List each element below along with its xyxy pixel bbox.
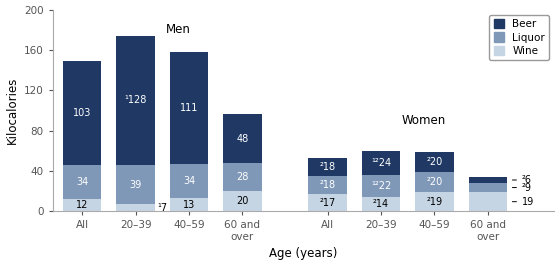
Text: ²18: ²18 [320,162,336,172]
Bar [469,183,507,192]
Text: 20: 20 [236,196,249,206]
Bar [309,176,347,194]
Text: 48: 48 [236,134,249,144]
Bar [469,177,507,183]
Text: 34: 34 [183,176,195,186]
Text: ²6: ²6 [522,175,532,185]
Text: 28: 28 [236,172,249,182]
Text: ¹7: ¹7 [157,203,167,213]
Text: 34: 34 [76,177,88,187]
X-axis label: Age (years): Age (years) [269,247,338,260]
Text: ²14: ²14 [373,199,389,209]
Bar [469,192,507,211]
Text: 103: 103 [73,108,91,118]
Bar [362,151,400,175]
Y-axis label: Kilocalories: Kilocalories [6,77,18,144]
Text: 13: 13 [183,200,195,210]
Bar [415,152,454,172]
Bar [170,198,208,211]
Bar [223,163,262,191]
Text: ²20: ²20 [426,177,442,187]
Text: ²18: ²18 [320,180,336,190]
Bar [116,36,155,165]
Bar [170,52,208,164]
Bar [415,192,454,211]
Bar [309,194,347,211]
Text: ¹128: ¹128 [124,95,147,105]
Bar [223,114,262,163]
Text: ²20: ²20 [426,157,442,167]
Text: ²19: ²19 [426,197,442,207]
Bar [223,191,262,211]
Text: 19: 19 [522,197,534,207]
Bar [116,204,155,211]
Bar [63,165,101,199]
Bar [362,175,400,197]
Text: ¹²22: ¹²22 [371,181,391,191]
Text: ²17: ²17 [320,198,336,208]
Text: 111: 111 [180,103,198,113]
Text: Men: Men [166,23,191,36]
Bar [63,199,101,211]
Bar [63,61,101,165]
Text: ²9: ²9 [522,182,532,193]
Bar [116,165,155,204]
Bar [309,158,347,176]
Legend: Beer, Liquor, Wine: Beer, Liquor, Wine [489,15,549,60]
Bar [170,164,208,198]
Text: 39: 39 [129,180,142,190]
Bar [415,172,454,192]
Text: ¹²24: ¹²24 [371,158,391,168]
Text: Women: Women [402,114,446,127]
Text: 12: 12 [76,200,88,210]
Bar [362,197,400,211]
